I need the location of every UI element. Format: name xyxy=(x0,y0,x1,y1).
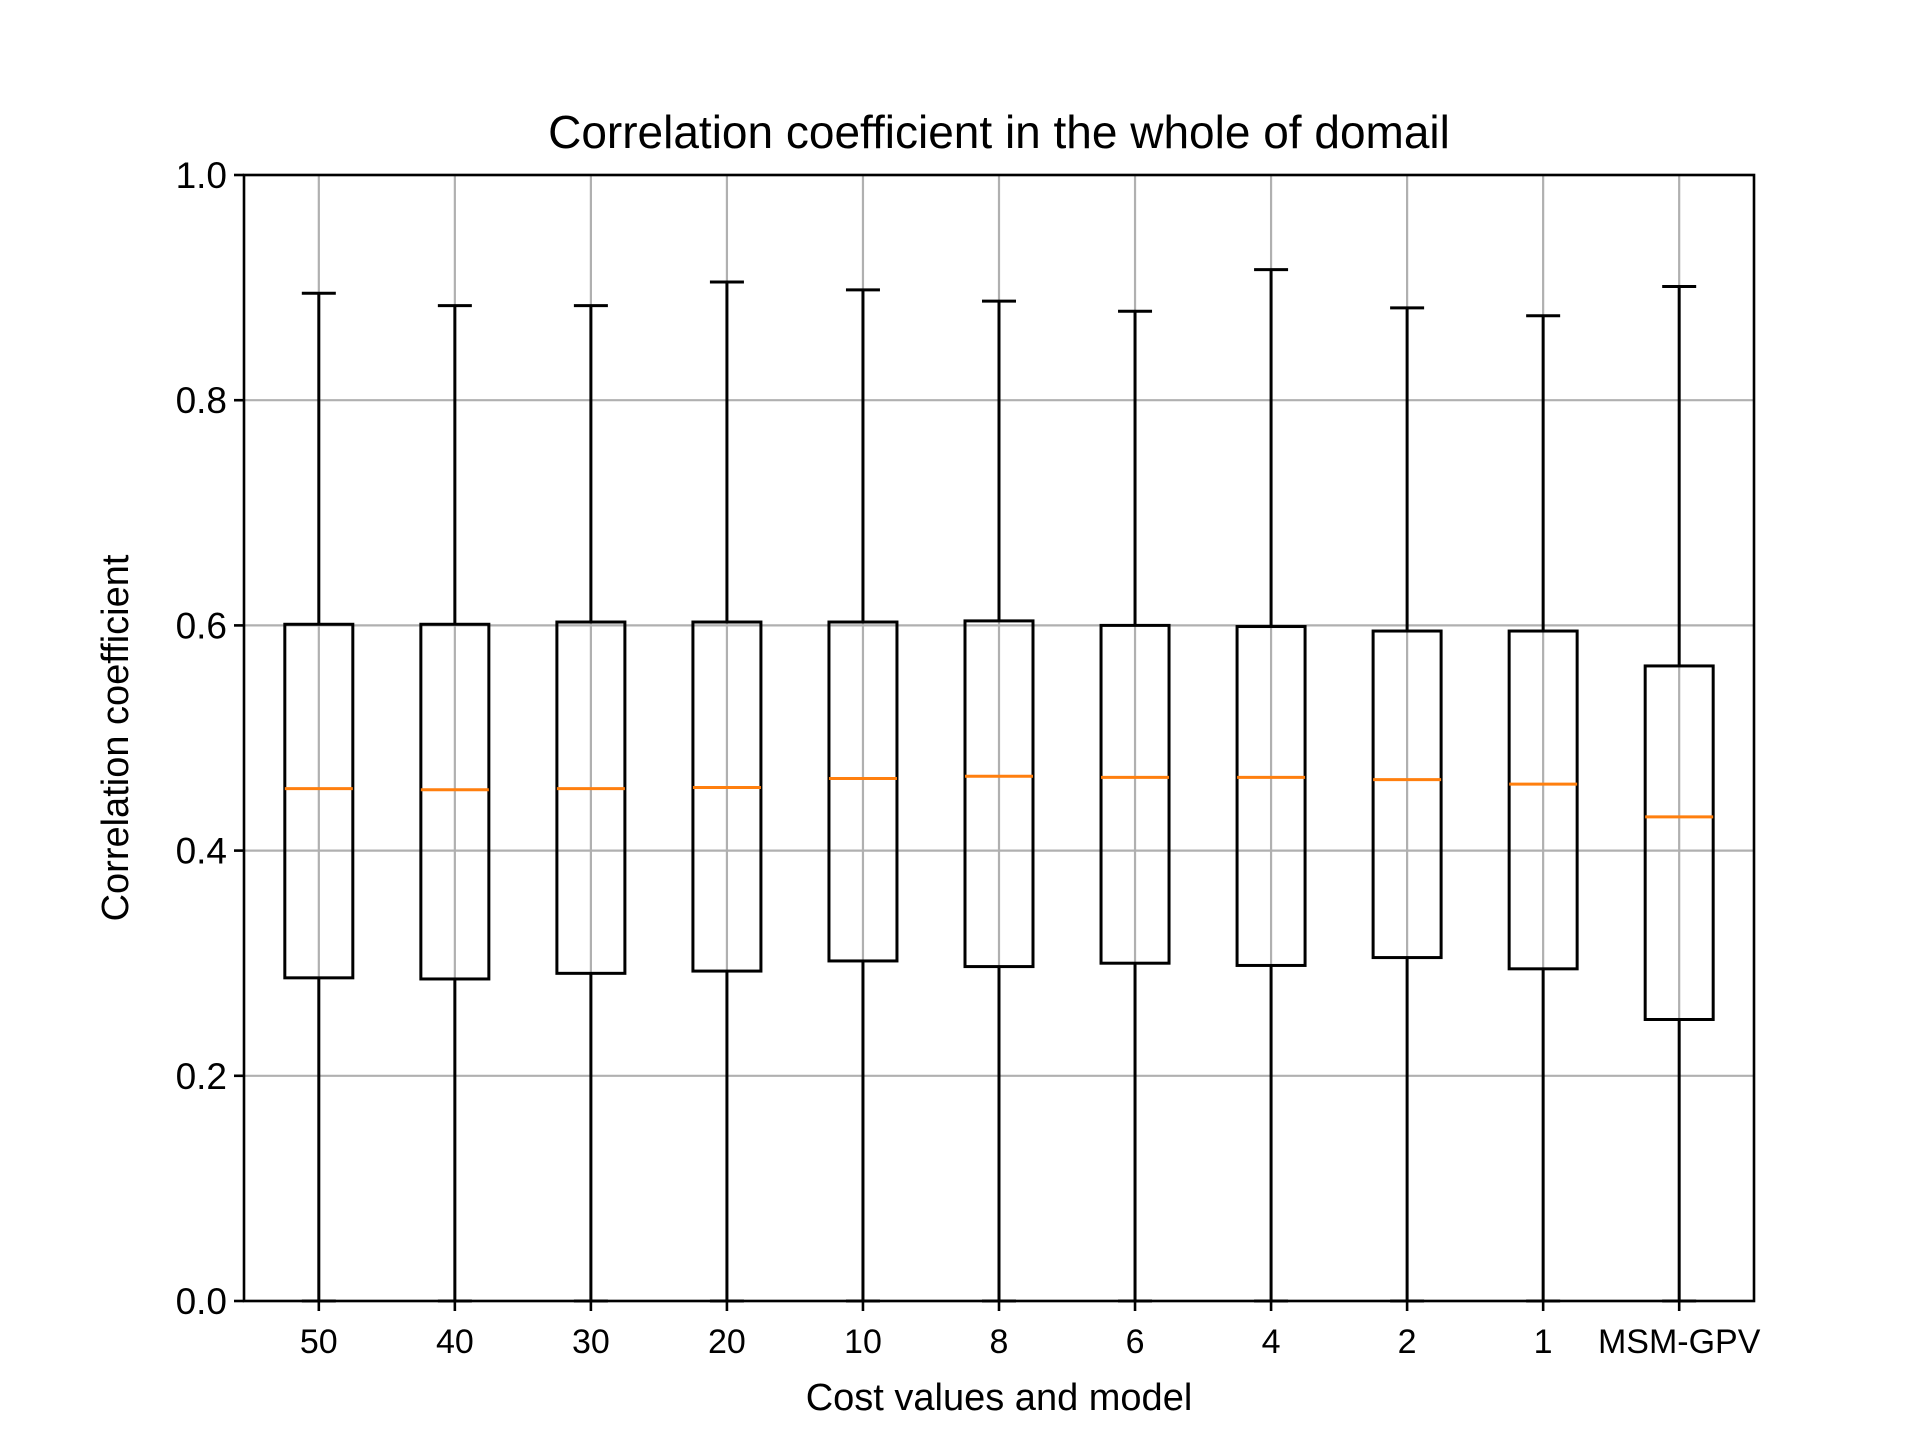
x-tick-label: 1 xyxy=(1534,1323,1553,1361)
box-msm-gpv xyxy=(1643,284,1715,1303)
iqr-box xyxy=(1643,664,1715,1021)
box-6 xyxy=(1099,309,1171,1303)
x-tick-label: 30 xyxy=(572,1323,610,1361)
iqr-box xyxy=(1235,625,1307,967)
box-10 xyxy=(827,288,899,1303)
iqr-box xyxy=(1371,629,1443,960)
box-layer xyxy=(283,268,1715,1303)
box-2 xyxy=(1371,306,1443,1303)
y-tick-label: 0.2 xyxy=(176,1056,227,1097)
x-tick-label: MSM-GPV xyxy=(1598,1323,1761,1361)
x-tick-label: 2 xyxy=(1398,1323,1417,1361)
x-tick-label: 10 xyxy=(844,1323,882,1361)
iqr-box xyxy=(1507,629,1579,971)
box-4 xyxy=(1235,268,1307,1303)
iqr-box xyxy=(419,622,491,981)
iqr-box xyxy=(283,622,355,980)
box-1 xyxy=(1507,314,1579,1303)
iqr-box xyxy=(827,620,899,963)
iqr-box xyxy=(963,619,1035,969)
x-tick-label: 40 xyxy=(436,1323,474,1361)
y-axis-title: Correlation coefficient xyxy=(95,554,137,921)
box-30 xyxy=(555,304,627,1303)
chart-title: Correlation coefficient in the whole of … xyxy=(548,106,1450,158)
x-tick-label: 20 xyxy=(708,1323,746,1361)
iqr-box xyxy=(555,620,627,975)
y-tick-label: 0.8 xyxy=(176,380,227,421)
tick-layer: 0.0 0.2 0.4 0.6 0.8 1.0 50 40 30 20 10 8 6 4 2 1 MSM-GPV xyxy=(176,155,1761,1361)
x-axis-title: Cost values and model xyxy=(806,1377,1193,1419)
y-tick-label: 0.4 xyxy=(176,831,227,872)
y-tick-label: 0.6 xyxy=(176,605,227,646)
x-tick-label: 4 xyxy=(1262,1323,1281,1361)
x-tick-label: 8 xyxy=(990,1323,1009,1361)
y-tick-label: 0.0 xyxy=(176,1281,227,1322)
y-tick-label: 1.0 xyxy=(176,155,227,196)
iqr-box xyxy=(691,620,763,973)
x-tick-label: 6 xyxy=(1126,1323,1145,1361)
iqr-box xyxy=(1099,623,1171,965)
x-tick-label: 50 xyxy=(300,1323,338,1361)
